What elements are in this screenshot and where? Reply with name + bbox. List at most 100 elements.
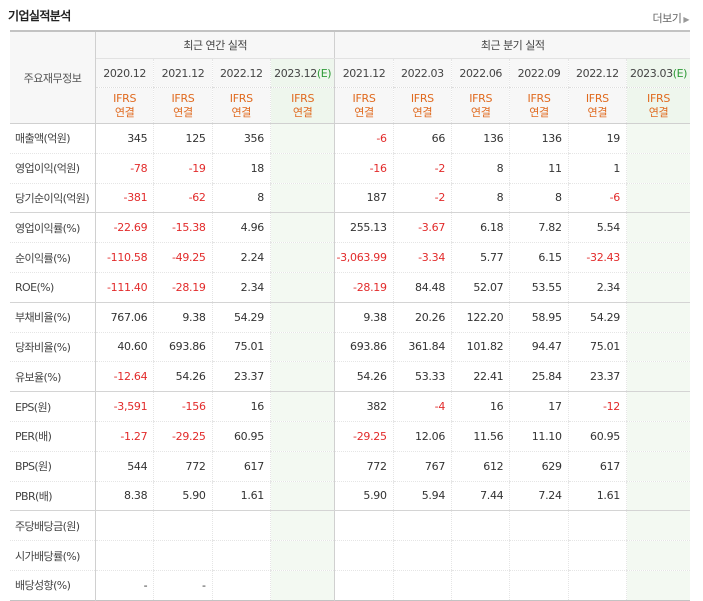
- table-cell: 5.90: [334, 481, 394, 512]
- period-header: 2023.12(E): [269, 58, 336, 88]
- table-cell: [269, 421, 336, 452]
- table-cell: -111.40: [95, 272, 154, 303]
- table-cell: 75.01: [567, 332, 627, 363]
- consolidated-label: 연결: [231, 105, 252, 119]
- ifrs-badge: IFRS 연결: [509, 87, 569, 124]
- table-cell: 136: [509, 123, 569, 154]
- table-cell: 54.29: [211, 302, 271, 333]
- table-cell: 345: [95, 123, 154, 154]
- table-cell: -3,591: [95, 391, 154, 422]
- table-cell: 84.48: [392, 272, 452, 303]
- table-cell: 1.61: [567, 481, 627, 512]
- table-cell: -78: [95, 153, 154, 184]
- table-cell: [451, 540, 510, 571]
- table-cell: 11: [509, 153, 569, 184]
- more-link[interactable]: 더보기 ▶: [652, 10, 689, 26]
- table-cell: 2.24: [211, 242, 271, 273]
- table-cell: [269, 272, 336, 303]
- table-cell: 612: [451, 451, 510, 482]
- table-cell: 693.86: [153, 332, 213, 363]
- ifrs-badge: IFRS 연결: [269, 87, 336, 124]
- table-cell: 23.37: [211, 361, 271, 393]
- table-cell: 18: [211, 153, 271, 184]
- table-cell: 94.47: [509, 332, 569, 363]
- table-cell: [269, 302, 336, 333]
- table-cell: 54.29: [567, 302, 627, 333]
- table-cell: [211, 570, 271, 601]
- table-cell: 356: [211, 123, 271, 154]
- row-label: 영업이익률(%): [10, 212, 96, 244]
- item-column-header: 주요재무정보: [10, 31, 96, 124]
- table-cell: 693.86: [334, 332, 394, 363]
- ifrs-label: IFRS: [113, 91, 137, 105]
- table-row: 당좌비율(%) 40.60 693.86 75.01 693.86 361.84 101.8…: [10, 332, 690, 363]
- consolidated-label: 연결: [587, 105, 608, 119]
- table-cell: 187: [334, 183, 394, 214]
- table-row: 시가배당률(%): [10, 540, 690, 571]
- row-label: 순이익률(%): [10, 242, 96, 273]
- table-cell: 544: [95, 451, 154, 482]
- table-cell: 23.37: [567, 361, 627, 393]
- table-cell: [269, 481, 336, 512]
- table-head: 주요재무정보 최근 연간 실적 최근 분기 실적 2020.12 2021.12 2…: [10, 31, 690, 124]
- table-cell: [269, 183, 336, 214]
- table-cell: -156: [153, 391, 213, 422]
- table-cell: [626, 183, 690, 214]
- table-cell: 52.07: [451, 272, 510, 303]
- table-cell: [626, 391, 690, 422]
- consolidated-label: 연결: [648, 105, 669, 119]
- table-cell: [626, 212, 690, 244]
- ifrs-label: IFRS: [585, 91, 609, 105]
- table-cell: 6.18: [451, 212, 510, 244]
- row-label: 주당배당금(원): [10, 510, 96, 542]
- consolidated-label: 연결: [292, 105, 313, 119]
- period-header: 2022.03: [392, 58, 452, 88]
- table-cell: -1.27: [95, 421, 154, 452]
- table-cell: 767.06: [95, 302, 154, 333]
- table-cell: 772: [334, 451, 394, 482]
- table-cell: [153, 510, 213, 542]
- table-cell: 11.56: [451, 421, 510, 452]
- table-cell: -: [153, 570, 213, 601]
- table-cell: -4: [392, 391, 452, 422]
- ifrs-badge: IFRS 연결: [626, 87, 690, 124]
- table-cell: -12: [567, 391, 627, 422]
- table-cell: 7.82: [509, 212, 569, 244]
- table-cell: 7.44: [451, 481, 510, 512]
- table-cell: 12.06: [392, 421, 452, 452]
- period-row: 2020.12 2021.12 2022.12 2023.12(E) 2021.12 20…: [10, 58, 690, 88]
- table-cell: 16: [451, 391, 510, 422]
- row-label: ROE(%): [10, 272, 96, 303]
- table-cell: [269, 540, 336, 571]
- row-label: 배당성향(%): [10, 570, 96, 601]
- ifrs-label: IFRS: [229, 91, 253, 105]
- table-cell: 9.38: [334, 302, 394, 333]
- table-cell: [509, 510, 569, 542]
- table-cell: -19: [153, 153, 213, 184]
- table-cell: [269, 451, 336, 482]
- ifrs-badge: IFRS 연결: [95, 87, 154, 124]
- table-row: BPS(원) 544 772 617 772 767 612 629 617: [10, 451, 690, 482]
- quarter-group-header: 최근 분기 실적: [334, 31, 690, 59]
- table-cell: 60.95: [211, 421, 271, 452]
- consolidated-label: 연결: [412, 105, 433, 119]
- ifrs-label: IFRS: [647, 91, 670, 105]
- table-cell: -28.19: [153, 272, 213, 303]
- ifrs-badge: IFRS 연결: [334, 87, 394, 124]
- table-cell: 60.95: [567, 421, 627, 452]
- table-cell: 1.61: [211, 481, 271, 512]
- table-row: ROE(%) -111.40 -28.19 2.34 -28.19 84.48 52.07 5…: [10, 272, 690, 303]
- table-cell: 16: [211, 391, 271, 422]
- table-cell: -381: [95, 183, 154, 214]
- table-cell: 66: [392, 123, 452, 154]
- table-cell: 136: [451, 123, 510, 154]
- annual-group-header: 최근 연간 실적: [95, 31, 336, 59]
- table-cell: -6: [567, 183, 627, 214]
- period-label: 2022.12: [219, 66, 263, 80]
- period-label: 2023.12: [274, 66, 317, 80]
- table-cell: [626, 123, 690, 154]
- table-cell: [269, 212, 336, 244]
- table-cell: -12.64: [95, 361, 154, 393]
- period-label: 2022.06: [459, 66, 503, 80]
- table-cell: 11.10: [509, 421, 569, 452]
